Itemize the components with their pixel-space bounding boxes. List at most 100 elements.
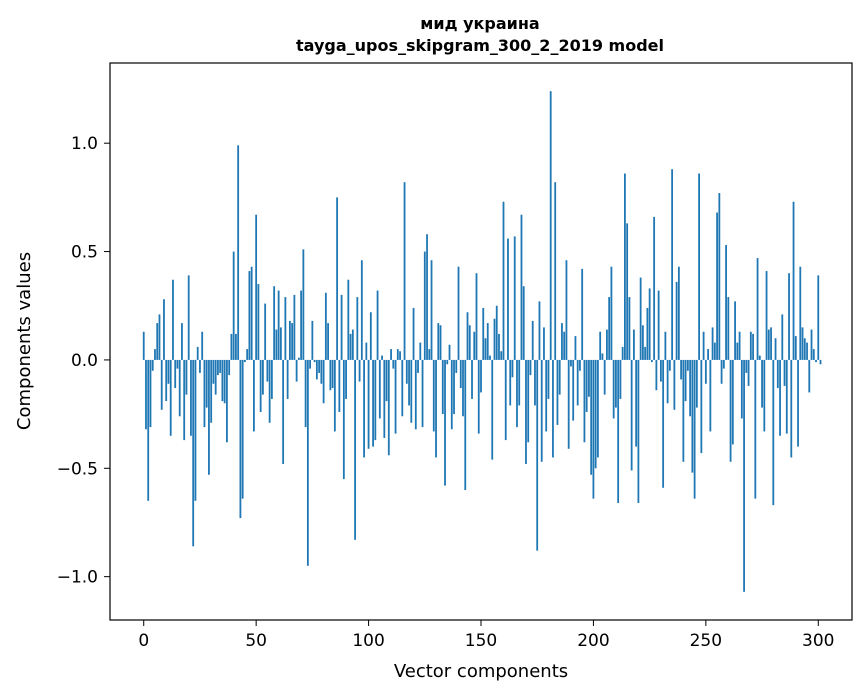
bar bbox=[477, 359, 480, 434]
bar bbox=[401, 359, 404, 417]
plot-frame bbox=[109, 62, 853, 621]
bar bbox=[727, 297, 730, 360]
bar bbox=[453, 359, 455, 415]
bar bbox=[689, 359, 692, 417]
bar bbox=[525, 359, 527, 464]
bar bbox=[300, 290, 303, 360]
bar bbox=[599, 331, 602, 360]
bar bbox=[545, 359, 548, 432]
bar bbox=[720, 359, 723, 384]
bar bbox=[819, 359, 822, 365]
bar bbox=[205, 359, 208, 408]
bar bbox=[646, 307, 649, 360]
bar bbox=[576, 359, 579, 406]
bar bbox=[711, 327, 714, 360]
bar bbox=[313, 359, 316, 363]
bar bbox=[655, 359, 658, 391]
bar bbox=[554, 182, 557, 360]
bar bbox=[583, 359, 586, 443]
bar bbox=[174, 359, 177, 389]
bar bbox=[698, 173, 700, 360]
bar bbox=[374, 359, 377, 441]
bar bbox=[178, 359, 181, 417]
bar bbox=[662, 359, 665, 488]
bar bbox=[792, 201, 795, 360]
bar bbox=[624, 173, 626, 360]
x-tick-label: 300 bbox=[802, 631, 834, 651]
bar bbox=[423, 251, 426, 360]
bar bbox=[284, 297, 287, 360]
bar bbox=[810, 329, 813, 360]
bar bbox=[399, 351, 401, 360]
bar bbox=[275, 329, 278, 360]
bar bbox=[671, 169, 674, 360]
bar bbox=[369, 312, 372, 360]
bar bbox=[417, 359, 419, 373]
bar bbox=[158, 314, 161, 360]
bar bbox=[201, 331, 204, 360]
bar bbox=[266, 359, 269, 382]
bar bbox=[241, 359, 244, 499]
bar bbox=[522, 286, 525, 360]
bar bbox=[360, 260, 363, 360]
y-axis-ticks: −1.0 −0.5 0.0 0.5 1.0 bbox=[57, 134, 110, 588]
bar bbox=[641, 325, 644, 360]
y-axis-label: Components values bbox=[14, 252, 35, 430]
bar bbox=[160, 359, 163, 410]
bar bbox=[419, 342, 422, 360]
bar bbox=[338, 359, 341, 412]
bar bbox=[709, 359, 712, 432]
bar bbox=[713, 342, 716, 360]
bar bbox=[781, 314, 784, 360]
bar bbox=[226, 359, 228, 443]
bar bbox=[462, 359, 464, 417]
bar bbox=[367, 359, 370, 449]
bar bbox=[486, 323, 489, 360]
bar bbox=[363, 359, 365, 458]
bar bbox=[176, 359, 179, 369]
bar bbox=[628, 297, 631, 360]
x-tick-label: 150 bbox=[465, 631, 497, 651]
bar bbox=[680, 359, 683, 380]
bar bbox=[432, 359, 435, 432]
bar bbox=[799, 266, 802, 360]
bar bbox=[273, 286, 276, 360]
x-tick-label: 50 bbox=[245, 631, 267, 651]
bar bbox=[214, 359, 217, 395]
bar bbox=[430, 260, 433, 360]
bar bbox=[511, 359, 514, 378]
bar bbox=[626, 223, 629, 360]
bar bbox=[597, 359, 599, 458]
bar bbox=[448, 344, 451, 360]
bar bbox=[527, 359, 530, 443]
bar bbox=[414, 359, 417, 430]
bar bbox=[172, 279, 174, 360]
bar bbox=[147, 359, 150, 501]
bar bbox=[783, 359, 786, 386]
bar bbox=[731, 359, 734, 445]
bar bbox=[588, 359, 590, 397]
bar bbox=[772, 359, 775, 506]
bar bbox=[491, 359, 494, 460]
bar bbox=[228, 359, 231, 376]
bar bbox=[354, 359, 356, 540]
bar bbox=[450, 359, 453, 430]
x-axis-label: Vector components bbox=[394, 661, 568, 682]
bar bbox=[754, 359, 757, 499]
bar bbox=[756, 258, 759, 360]
bar bbox=[738, 331, 741, 360]
bar bbox=[394, 359, 397, 434]
bar bbox=[770, 327, 772, 360]
bar bbox=[183, 359, 186, 441]
bar bbox=[259, 359, 262, 412]
bar bbox=[408, 359, 410, 406]
bar bbox=[223, 359, 226, 404]
bar bbox=[329, 359, 332, 391]
bar bbox=[471, 359, 473, 399]
bar bbox=[185, 359, 188, 395]
bar bbox=[572, 359, 575, 421]
bar bbox=[765, 271, 768, 360]
bar bbox=[336, 197, 338, 360]
bar bbox=[480, 359, 482, 393]
bar bbox=[585, 359, 588, 412]
